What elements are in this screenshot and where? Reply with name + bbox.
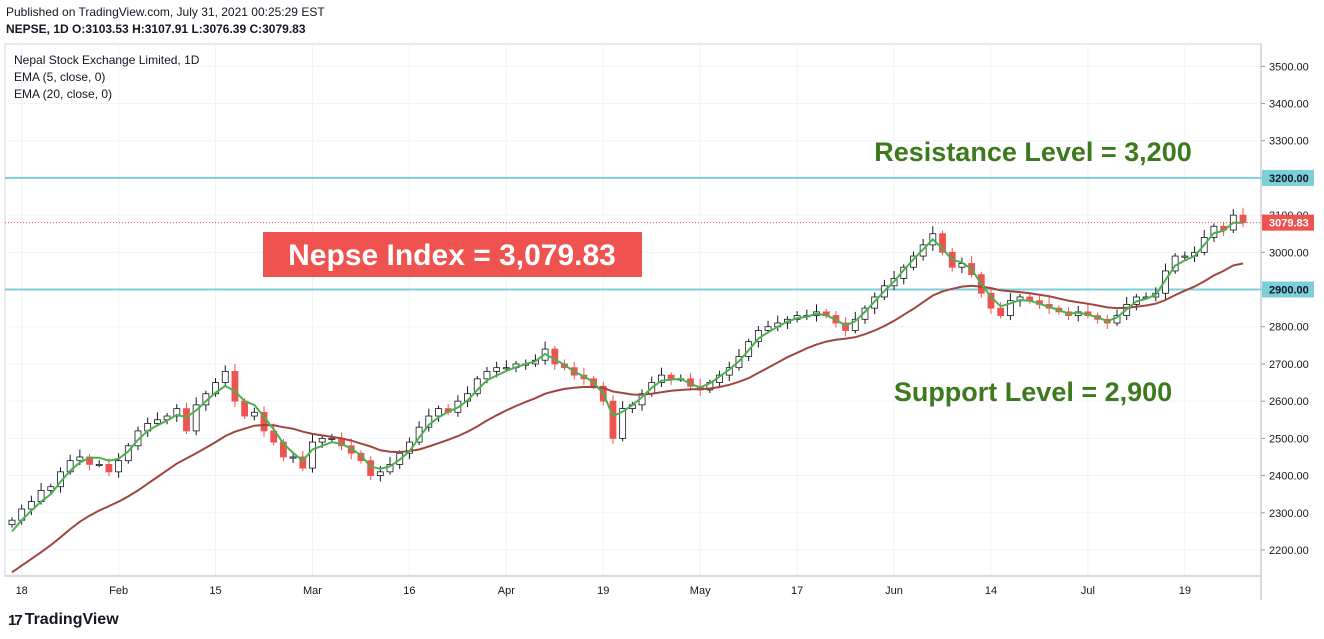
candle-down [551,348,559,365]
candle-down [1239,214,1247,224]
candle-up [1181,255,1189,258]
y-tick-label: 2200.00 [1269,545,1309,557]
candle-down [357,452,365,462]
candle-up [328,437,336,440]
y-tick-label: 3300.00 [1269,136,1309,148]
candle-up [95,463,103,466]
candle-down [231,370,239,402]
support-annotation: Support Level = 2,900 [894,377,1172,407]
y-tick-label: 2700.00 [1269,359,1309,371]
candle-up [851,318,859,331]
x-tick-label: Jun [885,585,903,597]
y-tick-label: 2300.00 [1269,508,1309,520]
level-price-label: 2900.00 [1269,285,1309,297]
candle-up [115,460,123,473]
candle-up [502,367,510,370]
ema20-line [11,262,1244,574]
candle-up [250,411,258,417]
last-price-badge [1262,214,1314,231]
candle-up [619,408,627,439]
last-price-label: 3079.83 [1269,218,1309,230]
tradingview-brand[interactable]: 17 TradingView [8,611,119,629]
candle-down [842,322,849,331]
x-tick-label: 19 [1179,585,1191,597]
x-tick-label: May [690,585,711,597]
candle-up [1162,270,1169,294]
y-tick-label: 3500.00 [1269,61,1309,73]
y-tick-label: 3400.00 [1269,99,1309,111]
candle-down [939,233,946,253]
nepse-index-box [263,232,642,277]
candle-down [667,374,675,380]
y-tick-label: 2500.00 [1269,433,1309,445]
published-line: Published on TradingView.com, July 31, 2… [6,5,325,19]
candle-up [309,441,316,469]
candle-up [318,437,326,443]
x-tick-label: 18 [16,585,28,597]
x-tick-label: 19 [597,585,609,597]
x-tick-label: Feb [109,585,128,597]
candle-up [47,486,55,491]
candle-up [221,370,229,383]
y-tick-label: 2800.00 [1269,322,1309,334]
level-price-label: 3200.00 [1269,173,1309,185]
candle-up [192,404,200,432]
x-tick-label: Jul [1081,585,1095,597]
indicator-label: EMA (5, close, 0) [14,70,105,84]
brand-name: TradingView [24,611,119,628]
candle-up [1006,300,1014,316]
candle-up [76,456,84,462]
indicator-label: EMA (20, close, 0) [14,87,112,101]
candle-up [153,419,161,424]
y-tick-label: 2400.00 [1269,471,1309,483]
candle-up [493,367,501,372]
candle-down [997,307,1005,316]
level-price-badge [1262,169,1314,186]
ema5-line [11,221,1244,533]
candle-up [289,456,297,459]
x-tick-label: 16 [403,585,415,597]
candle-up [658,374,665,383]
nepse-index-annotation: Nepse Index = 3,079.83 [288,239,616,272]
candle-up [376,471,384,476]
candle-up [27,501,35,510]
candle-up [435,408,442,417]
candle-down [609,400,617,439]
y-tick-label: 2600.00 [1269,396,1309,408]
y-tick-label: 3000.00 [1269,247,1309,259]
x-tick-label: 14 [985,585,997,597]
candle-up [483,370,491,380]
x-tick-label: Mar [303,585,322,597]
x-tick-label: 15 [209,585,221,597]
candle-down [299,456,307,469]
x-tick-label: 17 [791,585,803,597]
resistance-annotation: Resistance Level = 3,200 [874,137,1191,167]
candle-up [764,326,772,331]
candle-down [241,400,249,417]
x-tick-label: Apr [498,585,515,597]
tradingview-logo-icon: 17 [8,611,23,629]
candle-down [105,463,113,473]
plot-area [4,43,1262,577]
level-price-badge [1262,281,1314,298]
candle-up [8,519,16,526]
ohlc-readout: NEPSE, 1D O:3103.53 H:3107.91 L:3076.39 … [6,22,306,36]
chart-title: Nepal Stock Exchange Limited, 1D [14,53,200,67]
candle-down [183,408,190,432]
